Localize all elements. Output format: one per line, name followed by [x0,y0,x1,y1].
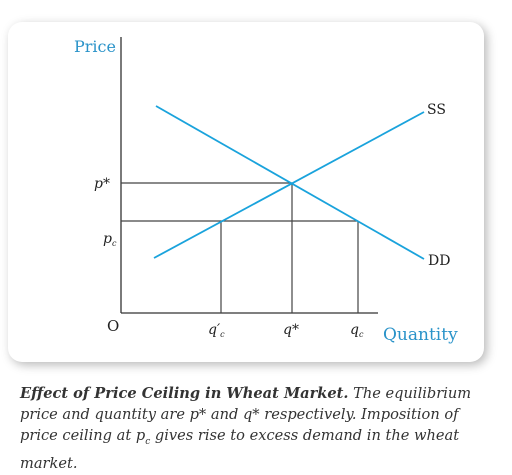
p-c-label: pc [103,231,117,248]
supply-curve [153,111,425,259]
q-star-label: q* [283,322,299,338]
y-axis-label: Price [74,37,116,56]
q-c-sub: c [359,330,364,339]
q-c-base: q [350,322,359,338]
x-axis-label: Quantity [383,325,458,345]
origin-label: O [107,317,119,335]
p-star-label: p* [94,176,110,192]
caption-sub: c [145,436,151,447]
demand-label: DD [428,253,450,269]
p-c-base: p [103,231,112,247]
figure-caption: Effect of Price Ceiling in Wheat Market.… [20,383,490,474]
caption-text-1: The equilibrium price and quantity are p… [20,385,472,444]
figure-panel [8,22,484,362]
demand-curve [155,105,425,260]
q-c-label: qc [350,322,364,339]
p-c-sub: c [112,239,117,248]
q-prime-c-sub: c [220,330,225,339]
supply-label: SS [427,102,446,118]
caption-text-2: gives rise to excess demand in the wheat… [20,427,460,472]
q-prime-c-base: q′ [208,322,221,338]
q-prime-c-label: q′c [208,322,225,339]
caption-title: Effect of Price Ceiling in Wheat Market. [20,385,349,402]
